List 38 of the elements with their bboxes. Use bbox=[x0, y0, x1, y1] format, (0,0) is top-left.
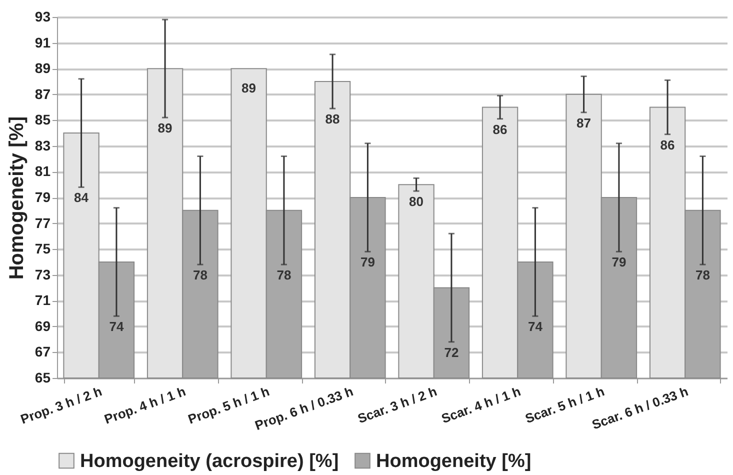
data-label: 74 bbox=[109, 319, 124, 334]
y-tick-label: 67 bbox=[34, 344, 51, 360]
y-tick-label: 77 bbox=[34, 214, 51, 231]
x-tick-label: Scar. 3 h / 2 h bbox=[356, 384, 439, 426]
y-axis-title: Homogeneity [%] bbox=[6, 116, 28, 280]
y-tick-label: 79 bbox=[34, 189, 51, 205]
data-label: 78 bbox=[695, 268, 710, 283]
x-tick-label: Scar. 4 h / 1 h bbox=[439, 384, 523, 426]
x-tick-label: Prop. 3 h / 2 h bbox=[18, 384, 104, 427]
data-label: 72 bbox=[444, 344, 459, 360]
data-label: 87 bbox=[576, 115, 592, 130]
y-tick-label: 73 bbox=[34, 266, 51, 282]
data-label: 89 bbox=[158, 120, 172, 136]
y-tick-label: 75 bbox=[34, 240, 51, 257]
y-tick-label: 69 bbox=[34, 318, 51, 334]
data-label: 78 bbox=[192, 268, 208, 283]
legend-label: Homogeneity (acrospire) [%] bbox=[80, 450, 339, 472]
data-label: 88 bbox=[325, 112, 340, 127]
data-label: 89 bbox=[242, 80, 256, 96]
data-label: 84 bbox=[74, 190, 90, 206]
y-tick-label: 93 bbox=[34, 8, 51, 24]
legend-label: Homogeneity [%] bbox=[376, 450, 532, 472]
y-tick-label: 81 bbox=[34, 163, 51, 180]
data-label: 74 bbox=[528, 319, 544, 334]
data-label: 78 bbox=[276, 268, 292, 283]
y-tick-label: 91 bbox=[34, 34, 51, 50]
x-tick-label: Prop. 4 h / 1 h bbox=[102, 384, 188, 427]
data-label: 79 bbox=[360, 254, 375, 270]
y-tick-label: 83 bbox=[34, 137, 51, 154]
data-label: 86 bbox=[492, 122, 508, 137]
y-tick-label: 65 bbox=[34, 370, 51, 386]
y-tick-label: 71 bbox=[34, 292, 51, 308]
data-label: 80 bbox=[409, 194, 424, 210]
y-tick-label: 87 bbox=[34, 86, 51, 102]
data-label: 79 bbox=[612, 254, 626, 270]
data-label: 86 bbox=[660, 137, 675, 152]
y-tick-label: 85 bbox=[34, 112, 51, 128]
y-tick-label: 89 bbox=[34, 60, 51, 76]
